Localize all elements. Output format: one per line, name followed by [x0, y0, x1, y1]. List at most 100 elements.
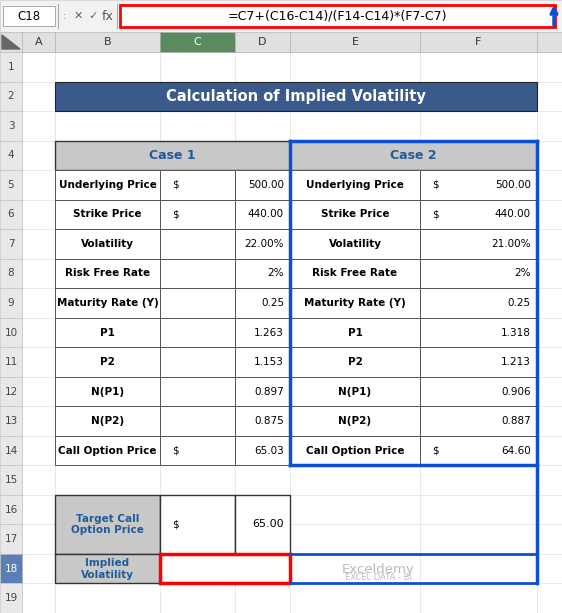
Text: Call Option Price: Call Option Price — [58, 446, 157, 455]
Bar — [55, 200, 160, 229]
Text: 7: 7 — [8, 239, 14, 249]
Text: 64.60: 64.60 — [501, 446, 531, 455]
Text: E: E — [351, 37, 359, 47]
Bar — [160, 200, 235, 229]
Bar — [0, 82, 22, 111]
Bar — [290, 436, 420, 465]
Text: 4: 4 — [8, 150, 14, 161]
Bar — [0, 288, 22, 318]
Bar — [290, 288, 420, 318]
Bar — [235, 229, 290, 259]
Text: 21.00%: 21.00% — [492, 239, 531, 249]
Text: 2%: 2% — [268, 268, 284, 278]
Text: 17: 17 — [4, 534, 17, 544]
Bar — [0, 554, 22, 584]
Text: C: C — [194, 37, 201, 47]
Bar — [160, 377, 235, 406]
Bar — [0, 436, 22, 465]
Bar — [0, 0, 562, 32]
Bar — [235, 259, 290, 288]
Text: 1.153: 1.153 — [254, 357, 284, 367]
Text: 0.875: 0.875 — [254, 416, 284, 426]
Bar — [160, 170, 235, 200]
Bar — [0, 52, 22, 82]
Bar — [420, 436, 537, 465]
Bar — [420, 288, 537, 318]
Bar — [235, 406, 290, 436]
Bar — [160, 406, 235, 436]
Text: $: $ — [172, 180, 179, 190]
Bar — [235, 347, 290, 377]
Text: 1: 1 — [8, 62, 14, 72]
Text: Maturity Rate (Y): Maturity Rate (Y) — [57, 298, 158, 308]
Text: 65.00: 65.00 — [252, 519, 284, 530]
Text: $: $ — [172, 519, 179, 530]
Bar — [0, 229, 22, 259]
Bar — [420, 170, 537, 200]
Bar — [160, 32, 235, 52]
Text: N(P1): N(P1) — [338, 387, 371, 397]
Bar — [55, 436, 160, 465]
Bar — [235, 288, 290, 318]
Text: 500.00: 500.00 — [248, 180, 284, 190]
Text: $: $ — [172, 446, 179, 455]
Text: 440.00: 440.00 — [495, 210, 531, 219]
Bar — [55, 82, 537, 111]
Bar — [235, 200, 290, 229]
Bar — [55, 495, 160, 554]
Bar — [0, 318, 22, 347]
Bar — [420, 406, 537, 436]
Bar — [420, 200, 537, 229]
Text: Risk Free Rate: Risk Free Rate — [312, 268, 397, 278]
Text: 0.906: 0.906 — [501, 387, 531, 397]
Bar — [0, 111, 22, 140]
Text: B: B — [103, 37, 111, 47]
Bar — [0, 584, 22, 613]
Bar — [120, 5, 555, 27]
Text: Strike Price: Strike Price — [73, 210, 142, 219]
Bar — [0, 200, 22, 229]
Text: P2: P2 — [100, 357, 115, 367]
Text: 18: 18 — [4, 564, 17, 574]
Text: 8: 8 — [8, 268, 14, 278]
Text: fx: fx — [102, 9, 114, 23]
Text: Call Option Price: Call Option Price — [306, 446, 404, 455]
Text: 1.318: 1.318 — [501, 327, 531, 338]
Bar — [235, 318, 290, 347]
Text: ✓: ✓ — [88, 11, 98, 21]
Text: 0.25: 0.25 — [508, 298, 531, 308]
Bar — [55, 377, 160, 406]
Text: Case 1: Case 1 — [149, 149, 196, 162]
Text: 21.92%: 21.92% — [199, 562, 251, 575]
Text: Maturity Rate (Y): Maturity Rate (Y) — [304, 298, 406, 308]
Text: =C7+(C16-C14)/(F14-C14)*(F7-C7): =C7+(C16-C14)/(F14-C14)*(F7-C7) — [227, 9, 447, 23]
Bar — [0, 32, 22, 52]
Text: 1.263: 1.263 — [254, 327, 284, 338]
Text: C18: C18 — [17, 9, 40, 23]
Bar — [0, 259, 22, 288]
Bar — [55, 318, 160, 347]
Text: 9: 9 — [8, 298, 14, 308]
Bar — [290, 140, 537, 170]
Text: 16: 16 — [4, 504, 17, 515]
Bar — [55, 140, 290, 170]
Bar — [55, 406, 160, 436]
Bar — [290, 259, 420, 288]
Text: 0.25: 0.25 — [261, 298, 284, 308]
Bar — [235, 377, 290, 406]
Text: N(P2): N(P2) — [91, 416, 124, 426]
Text: 10: 10 — [4, 327, 17, 338]
Text: $: $ — [432, 446, 438, 455]
Text: Volatility: Volatility — [329, 239, 382, 249]
Bar — [160, 259, 235, 288]
Text: 19: 19 — [4, 593, 17, 603]
Text: N(P1): N(P1) — [91, 387, 124, 397]
Bar — [290, 200, 420, 229]
Bar — [235, 495, 290, 554]
Bar — [0, 465, 22, 495]
Bar — [420, 259, 537, 288]
Bar — [235, 32, 290, 52]
Text: Underlying Price: Underlying Price — [306, 180, 404, 190]
Text: Volatility: Volatility — [81, 239, 134, 249]
Bar — [290, 406, 420, 436]
